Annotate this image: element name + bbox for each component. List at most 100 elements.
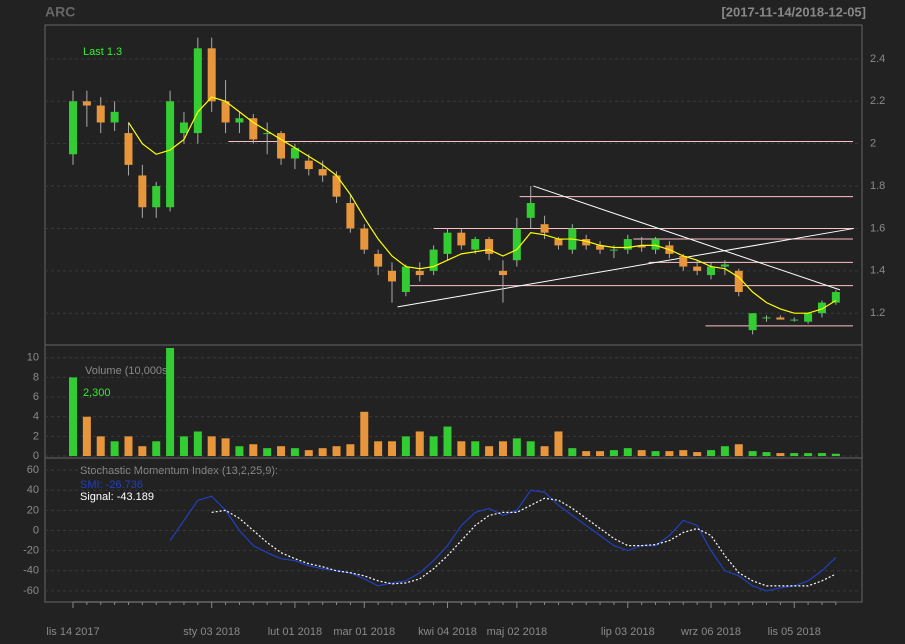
candle-body (651, 239, 660, 250)
date-range: [2017-11-14/2018-12-05] (721, 4, 866, 19)
volume-bar (82, 416, 91, 457)
y-tick-label: 40 (27, 484, 39, 496)
volume-bar (790, 453, 799, 457)
volume-last: 2,300 (83, 387, 111, 399)
y-tick-label: 0 (33, 450, 39, 462)
trend-line (533, 185, 841, 291)
candle-body (290, 147, 299, 159)
candle-body (512, 228, 521, 261)
volume-bar (374, 441, 383, 457)
candle-body (776, 317, 785, 320)
x-tick-label: maj 02 2018 (487, 626, 548, 638)
x-tick-label: lis 14 2017 (46, 626, 99, 638)
volume-bar (332, 446, 341, 457)
volume-bar (96, 436, 105, 457)
candle-body (637, 245, 646, 248)
volume-bar (69, 377, 77, 457)
volume-bar (804, 453, 813, 457)
candle-body (415, 270, 424, 276)
y-tick-label: 4 (33, 411, 39, 423)
volume-bar (415, 431, 424, 457)
volume-bar (651, 451, 660, 457)
y-tick-label: 1.6 (870, 222, 885, 234)
smi-line (169, 489, 837, 592)
candle-body (498, 270, 507, 276)
y-tick-label: 0 (33, 524, 39, 536)
volume-bar (304, 450, 313, 457)
sma-line (127, 96, 837, 314)
candle-body (720, 264, 729, 267)
candle-body (179, 122, 188, 134)
candle-body (457, 232, 466, 246)
x-tick-label: lip 03 2018 (601, 626, 655, 638)
candle-body (360, 228, 369, 250)
candle-body (207, 48, 216, 102)
candle-body (332, 175, 341, 197)
volume-bar (207, 436, 216, 457)
volume-bar (540, 446, 549, 457)
y-tick-label: 2 (33, 430, 39, 442)
candle-body (596, 245, 605, 250)
x-tick-label: lis 05 2018 (768, 626, 821, 638)
candle-body (762, 317, 771, 319)
volume-bar (748, 451, 757, 457)
volume-bar (707, 450, 716, 457)
candle-body (471, 239, 480, 250)
candle-body (69, 101, 77, 155)
volume-bar (623, 448, 632, 457)
y-tick-label: 20 (27, 504, 39, 516)
volume-bar (596, 451, 605, 457)
x-tick-label: sty 03 2018 (183, 626, 240, 638)
candle-body (831, 292, 840, 303)
volume-bar (277, 446, 286, 457)
volume-bar (318, 448, 327, 457)
y-tick-label: 2 (870, 138, 876, 150)
candle-body (346, 203, 355, 229)
candle-body (235, 118, 244, 123)
volume-bar (776, 453, 785, 457)
candle-body (790, 319, 799, 321)
volume-bar (485, 446, 494, 457)
smi-title: Stochastic Momentum Index (13,2,25,9): (80, 465, 278, 477)
volume-bar (512, 438, 521, 457)
volume-bar (388, 441, 397, 457)
candle-body (388, 270, 397, 282)
y-tick-label: -20 (23, 545, 39, 557)
x-tick-label: mar 01 2018 (333, 626, 395, 638)
candle-body (318, 169, 327, 176)
candle-body (443, 232, 452, 254)
candle-body (748, 313, 757, 331)
volume-bar (693, 452, 702, 457)
candle-body (221, 101, 230, 123)
smi-panel (44, 457, 863, 603)
volume-bar (762, 452, 771, 457)
y-tick-label: 1.8 (870, 180, 885, 192)
candle-body (623, 239, 632, 250)
y-tick-label: -60 (23, 585, 39, 597)
candle-body (138, 175, 147, 208)
candle-body (374, 253, 383, 267)
candle-body (554, 239, 563, 246)
candle-body (249, 118, 258, 140)
volume-bar (471, 441, 480, 457)
smi-label: SMI: -26.736 (80, 479, 143, 491)
x-tick-label: wrz 06 2018 (680, 626, 741, 638)
volume-bar (249, 444, 258, 457)
volume-bar (720, 446, 729, 457)
chart-title: ARC (45, 4, 75, 20)
volume-bar (110, 441, 119, 457)
candle-body (152, 186, 161, 208)
candle-body (582, 239, 591, 246)
volume-bar (152, 441, 161, 457)
volume-bar (124, 436, 133, 457)
volume-bar (263, 448, 272, 457)
volume-bar (665, 451, 674, 457)
x-tick-label: kwi 04 2018 (418, 626, 477, 638)
candle-body (96, 105, 105, 123)
candle-body (679, 255, 688, 267)
candle-body (304, 160, 313, 170)
y-tick-label: 1.4 (870, 265, 885, 277)
volume-bar (831, 453, 840, 457)
y-tick-label: 60 (27, 464, 39, 476)
